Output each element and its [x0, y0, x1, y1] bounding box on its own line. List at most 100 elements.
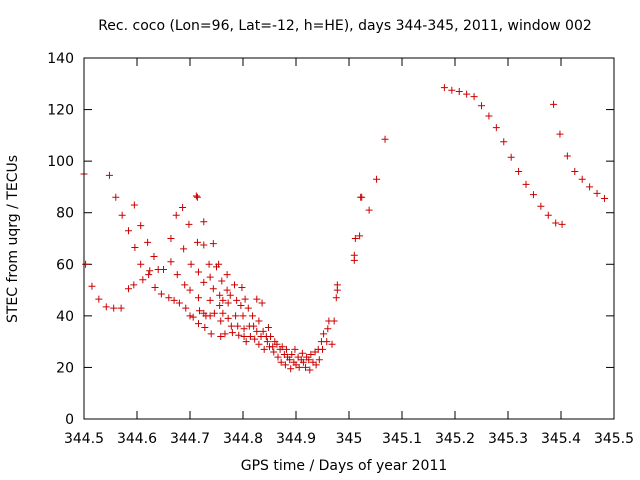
data-points — [80, 84, 608, 374]
data-point — [586, 183, 594, 191]
data-point — [226, 291, 234, 299]
data-point — [333, 281, 341, 289]
x-tick-label: 344.7 — [170, 431, 210, 447]
data-point — [328, 340, 336, 348]
data-point — [160, 265, 167, 273]
data-point — [125, 227, 133, 235]
data-point — [381, 135, 389, 143]
data-point — [544, 211, 552, 219]
data-point — [270, 348, 278, 356]
data-point — [277, 358, 285, 366]
data-point — [264, 323, 272, 331]
data-point — [269, 343, 277, 351]
data-point — [205, 260, 213, 268]
data-point — [194, 268, 202, 276]
data-point — [105, 171, 113, 179]
data-point — [260, 345, 268, 353]
data-point — [145, 271, 153, 279]
data-point — [217, 332, 225, 340]
data-point — [515, 167, 523, 175]
data-point — [365, 206, 373, 214]
y-tick-label: 60 — [56, 257, 74, 273]
y-axis-label: STEC from uqrg / TECUs — [5, 155, 21, 323]
data-point — [227, 322, 235, 330]
data-point — [221, 330, 229, 338]
data-point — [556, 130, 564, 138]
data-point — [330, 317, 338, 325]
data-point — [194, 320, 202, 328]
data-point — [302, 363, 310, 371]
data-point — [194, 294, 202, 302]
data-point — [299, 358, 307, 366]
data-point — [137, 260, 145, 268]
data-point — [239, 312, 247, 320]
x-tick-label: 344.9 — [276, 431, 316, 447]
data-point — [170, 296, 178, 304]
data-point — [219, 296, 227, 304]
x-tick-label: 345.4 — [541, 431, 581, 447]
x-tick-label: 345.1 — [382, 431, 422, 447]
data-point — [173, 271, 181, 279]
data-point — [550, 100, 558, 108]
data-point — [218, 277, 226, 285]
y-tick-label: 80 — [56, 206, 74, 222]
data-point — [274, 353, 282, 361]
data-point — [507, 153, 515, 161]
data-point — [144, 238, 152, 246]
data-point — [373, 175, 381, 183]
chart-title: Rec. coco (Lon=96, Lat=-12, h=HE), days … — [98, 18, 592, 34]
x-tick-label: 344.6 — [117, 431, 157, 447]
data-point — [201, 323, 209, 331]
y-tick-label: 100 — [47, 154, 74, 170]
x-tick-label: 345.2 — [435, 431, 475, 447]
data-point — [193, 238, 201, 246]
data-point — [146, 267, 154, 275]
data-point — [118, 211, 126, 219]
data-point — [295, 363, 303, 371]
x-tick-label: 344.8 — [223, 431, 263, 447]
data-point — [358, 193, 366, 201]
data-point — [455, 88, 463, 96]
data-point — [251, 335, 259, 343]
data-point — [157, 290, 165, 298]
data-point — [172, 211, 180, 219]
data-point — [578, 175, 586, 183]
data-point — [237, 302, 245, 310]
data-point — [281, 361, 289, 369]
data-point — [206, 273, 214, 281]
data-point — [217, 317, 225, 325]
data-point — [278, 343, 286, 351]
data-point — [244, 304, 252, 312]
data-point — [192, 192, 200, 200]
data-point — [186, 286, 194, 294]
data-point — [552, 219, 560, 227]
data-point — [529, 191, 537, 199]
data-point — [240, 325, 248, 333]
data-point — [200, 218, 208, 226]
x-tick-label: 345.3 — [488, 431, 528, 447]
data-point — [216, 302, 224, 310]
data-point — [224, 299, 232, 307]
data-point — [196, 307, 204, 315]
data-point — [238, 283, 246, 291]
data-point — [470, 93, 478, 101]
data-point — [324, 325, 332, 333]
data-point — [130, 201, 138, 209]
data-point — [485, 112, 493, 120]
data-point — [267, 332, 275, 340]
x-tick-label: 345 — [336, 431, 363, 447]
data-point — [258, 299, 266, 307]
data-point — [234, 322, 242, 330]
data-point — [102, 303, 110, 311]
data-point — [151, 283, 159, 291]
data-point — [323, 338, 331, 346]
data-point — [130, 281, 138, 289]
data-point — [125, 285, 133, 293]
y-tick-label: 20 — [56, 360, 74, 376]
data-point — [255, 317, 263, 325]
data-point — [137, 222, 145, 230]
data-point — [571, 167, 579, 175]
data-point — [306, 366, 314, 374]
data-point — [112, 193, 120, 201]
